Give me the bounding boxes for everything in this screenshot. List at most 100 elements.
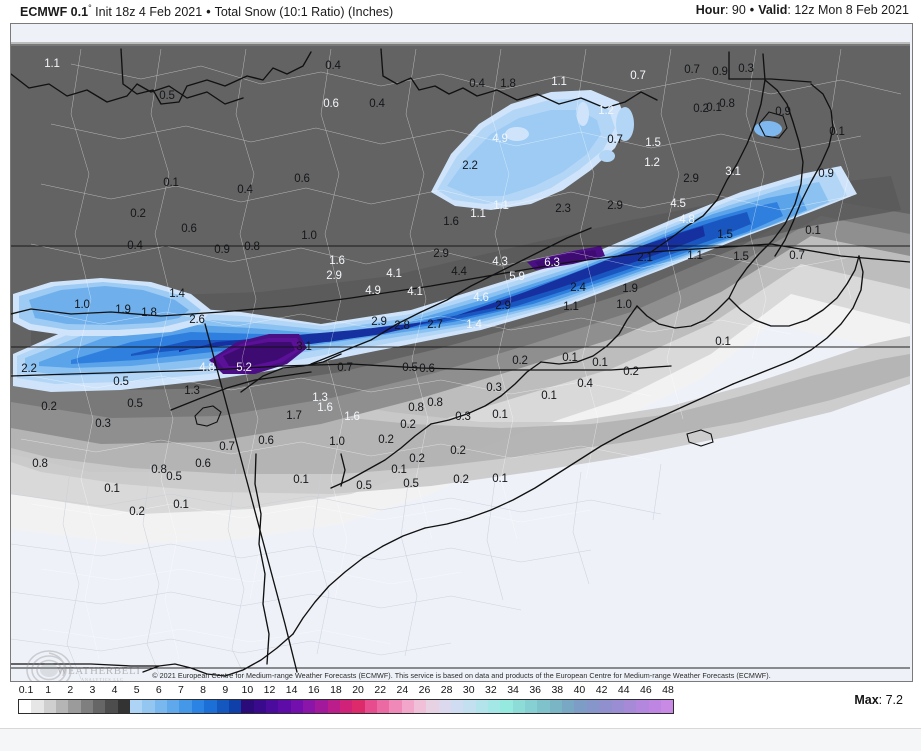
- colorbar-swatch: [167, 700, 180, 713]
- colorbar-tick: 16: [307, 684, 320, 696]
- colorbar-tick: 6: [155, 684, 162, 696]
- colorbar-swatch: [241, 700, 254, 713]
- colorbar-swatch: [599, 700, 612, 713]
- colorbar-tick: 2: [67, 684, 74, 696]
- colorbar-swatch: [352, 700, 365, 713]
- colorbar-swatch: [623, 700, 637, 713]
- colorbar-tick: 36: [529, 684, 542, 696]
- colorbar-tick: 34: [507, 684, 519, 696]
- watermark-subtext: ANALYTICS LLC: [81, 677, 124, 682]
- colorbar-swatch: [451, 700, 464, 713]
- colorbar-tick: 1: [45, 684, 52, 696]
- colorbar-tick: 7: [178, 684, 184, 696]
- header-right-text: Hour: 90 • Valid: 12z Mon 8 Feb 2021: [695, 3, 909, 17]
- colorbar-swatch: [19, 700, 32, 713]
- colorbar-swatch: [56, 700, 69, 713]
- max-value-readout: Max: 7.2: [854, 693, 903, 707]
- header-bullet-2: •: [749, 3, 755, 17]
- colorbar-swatch: [438, 700, 452, 713]
- colorbar-tick: 30: [462, 684, 475, 696]
- page-bottom-strip: [0, 728, 921, 751]
- colorbar-swatch: [204, 700, 217, 713]
- colorbar-swatch: [537, 700, 550, 713]
- colorbar-swatch: [562, 700, 575, 713]
- colorbar-swatch: [414, 700, 427, 713]
- colorbar-swatch: [327, 700, 340, 713]
- colorbar-swatch: [93, 700, 106, 713]
- degree-symbol: °: [88, 3, 92, 13]
- colorbar-swatch: [611, 700, 624, 713]
- colorbar-tick: 44: [617, 684, 630, 696]
- colorbar-swatch: [290, 700, 303, 713]
- colorbar-swatch: [549, 700, 563, 713]
- colorbar-tick: 14: [285, 684, 298, 696]
- colorbar-tick: 40: [573, 684, 586, 696]
- colorbar-swatch: [117, 700, 131, 713]
- colorbar-section: 0.1 1 2 3 4 5 6 7 8 9 10 12 14 16 18 20 22 24 26 28 30 32 34 36…: [0, 684, 921, 728]
- colorbar-tick: 4: [111, 684, 118, 696]
- colorbar-tick: 5: [133, 684, 140, 696]
- colorbar-tick: 8: [200, 684, 207, 696]
- colorbar-tick: 28: [440, 684, 453, 696]
- colorbar-swatch: [31, 700, 44, 713]
- colorbar-swatch: [339, 700, 353, 713]
- colorbar-swatch: [660, 700, 674, 713]
- colorbar-swatch: [648, 700, 661, 713]
- colorbar-tick: 12: [263, 684, 276, 696]
- hour-label: Hour: [695, 3, 725, 17]
- colorbar-tick: 24: [396, 684, 409, 696]
- map-canvas[interactable]: [11, 24, 910, 679]
- watermark-text: WEATHERBELL: [57, 665, 139, 677]
- colorbar-swatch: [43, 700, 57, 713]
- colorbar-swatch: [191, 700, 205, 713]
- colorbar-swatch: [525, 700, 538, 713]
- colorbar-tick: 9: [222, 684, 229, 696]
- header-left-text: ECMWF 0.1° Init 18z 4 Feb 2021 • Total Sno…: [20, 3, 393, 19]
- colorbar-swatch: [278, 700, 291, 713]
- colorbar-swatch: [154, 700, 168, 713]
- colorbar-tick: 38: [551, 684, 564, 696]
- colorbar-swatch: [488, 700, 501, 713]
- colorbar-swatch: [253, 700, 266, 713]
- colorbar-swatch: [500, 700, 513, 713]
- colorbar-swatch: [376, 700, 390, 713]
- colorbar-swatch: [179, 700, 192, 713]
- colorbar-swatch: [80, 700, 94, 713]
- colorbar-swatch: [302, 700, 316, 713]
- max-label: Max: [854, 693, 879, 707]
- colorbar-swatch: [401, 700, 414, 713]
- colorbar-swatch: [130, 700, 143, 713]
- colorbar-swatch: [426, 700, 439, 713]
- colorbar-swatch: [574, 700, 587, 713]
- colorbar-tick: 32: [485, 684, 497, 696]
- ecmwf-credit: © 2021 European Centre for Medium-range …: [152, 671, 771, 680]
- colorbar-tick: 26: [418, 684, 431, 696]
- colorbar-swatch: [512, 700, 526, 713]
- colorbar-tick: 48: [662, 684, 674, 696]
- colorbar-swatch: [389, 700, 402, 713]
- colorbar-swatch: [475, 700, 489, 713]
- colorbar-swatch: [636, 700, 649, 713]
- snow-field-graphic: [11, 24, 910, 679]
- map-header: ECMWF 0.1° Init 18z 4 Feb 2021 • Total Sno…: [0, 0, 921, 23]
- colorbar-tick: 22: [374, 684, 387, 696]
- colorbar-swatch: [315, 700, 328, 713]
- colorbar-swatch: [586, 700, 600, 713]
- colorbar-swatch: [68, 700, 81, 713]
- field-name: Total Snow (10:1 Ratio) (Inches): [214, 5, 394, 20]
- colorbar-tick-labels: 0.1 1 2 3 4 5 6 7 8 9 10 12 14 16 18 20 22 24 26 28 30 32 34 36…: [18, 684, 674, 699]
- colorbar-tick: 0.1: [18, 684, 34, 696]
- colorbar-swatch: [228, 700, 242, 713]
- colorbar-tick: 20: [352, 684, 364, 696]
- weatherbell-watermark: WEATHERBELL ANALYTICS LLC: [19, 646, 143, 682]
- valid-value: 12z Mon 8 Feb 2021: [794, 3, 909, 17]
- colorbar-tick: 46: [640, 684, 652, 696]
- colorbar-swatch: [142, 700, 155, 713]
- colorbar-swatch: [216, 700, 229, 713]
- valid-label: Valid: [758, 3, 788, 17]
- colorbar-tick: 10: [241, 684, 254, 696]
- colorbar-tick: 18: [330, 684, 342, 696]
- colorbar-gradient[interactable]: [18, 699, 674, 714]
- map-frame[interactable]: 1.1 0.4 0.4 1.8 1.1 0.7 0.7 0.9 0.3 0.5 0.6 0.4 1.2 0…: [10, 23, 913, 682]
